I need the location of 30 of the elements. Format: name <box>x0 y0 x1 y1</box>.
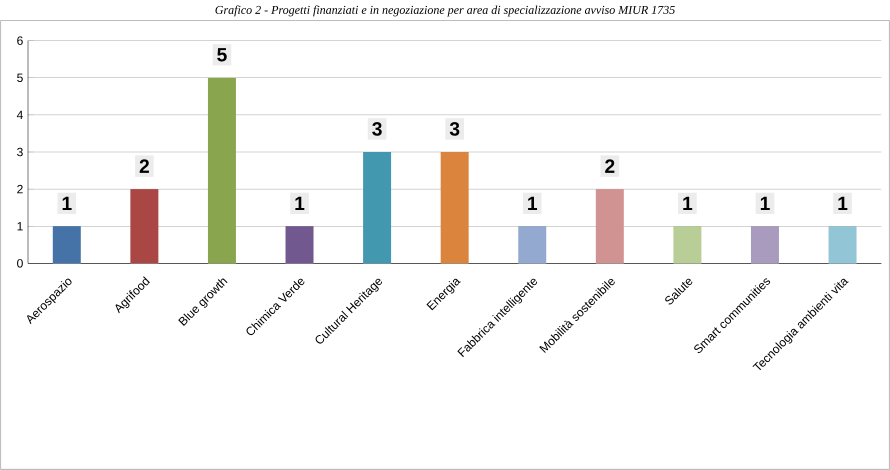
data-label: 1 <box>683 196 692 210</box>
bar <box>673 226 702 264</box>
bar <box>596 189 624 264</box>
bar <box>518 226 546 264</box>
data-label: 1 <box>528 196 538 210</box>
bar <box>208 78 236 264</box>
data-label: 1 <box>295 196 304 210</box>
y-tick-label: 4 <box>16 110 23 120</box>
bar <box>750 226 779 264</box>
data-label: 5 <box>217 48 227 62</box>
bar <box>363 152 392 264</box>
bar <box>286 226 314 264</box>
bar <box>130 189 158 264</box>
data-label: 2 <box>605 159 614 173</box>
chart-title: Grafico 2 - Progetti finanziati e in negoziazione per area di specializzazione avviso MIUR 1735 <box>215 5 675 16</box>
data-label: 2 <box>140 159 149 173</box>
y-tick-label: 5 <box>17 74 23 82</box>
data-label: 3 <box>450 122 460 136</box>
data-label: 1 <box>838 196 848 210</box>
bar <box>440 152 469 264</box>
data-label: 1 <box>760 196 770 210</box>
data-label: 1 <box>62 196 72 210</box>
y-tick-label: 0 <box>17 259 23 268</box>
y-tick-label: 1 <box>18 222 23 230</box>
y-tick-label: 6 <box>17 36 23 45</box>
bar <box>52 226 81 264</box>
y-tick-label: 3 <box>17 148 23 156</box>
y-tick-label: 2 <box>17 184 23 194</box>
data-label: 3 <box>372 122 382 136</box>
bar <box>828 226 857 264</box>
